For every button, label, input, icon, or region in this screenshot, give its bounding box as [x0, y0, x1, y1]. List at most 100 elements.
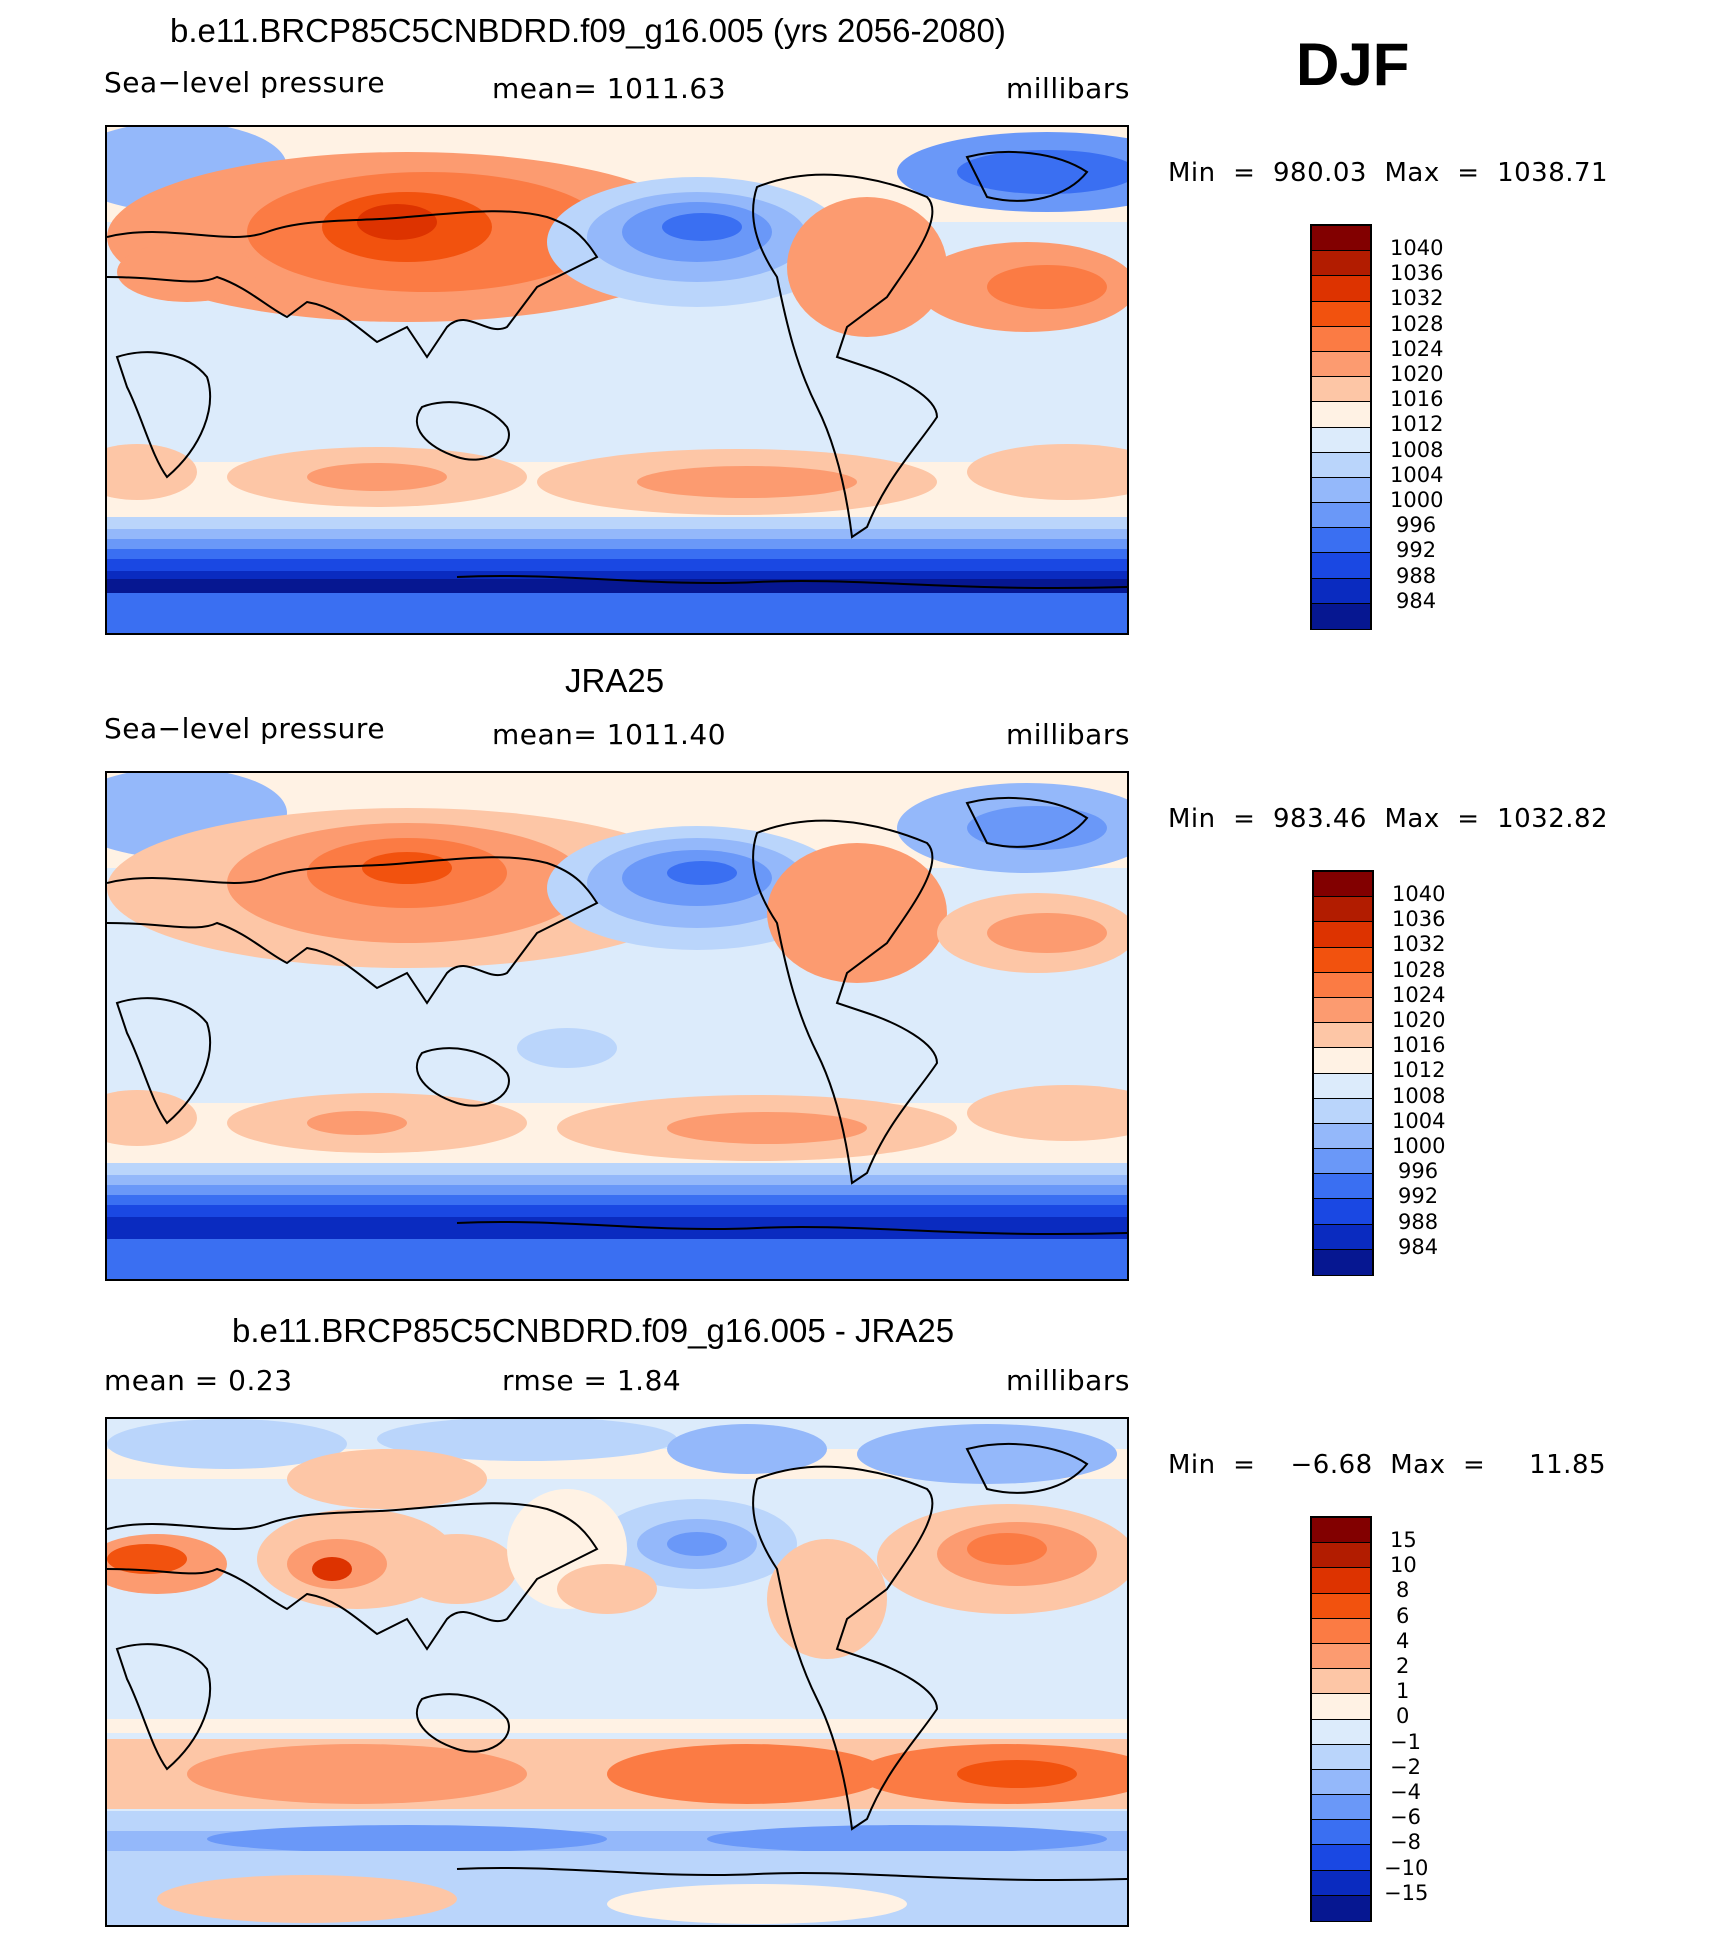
panel-1-colorbar-box — [1312, 578, 1370, 604]
colorbar-label: 1016 — [1390, 387, 1444, 411]
panel-3-colorbar-box — [1312, 1744, 1370, 1770]
colorbar-label: −4 — [1390, 1780, 1421, 1804]
panel-2-colorbar-box — [1314, 947, 1372, 973]
panel-2-colorbar-box — [1314, 1224, 1372, 1250]
panel-3-mean-label: mean = 0.23 — [104, 1364, 293, 1397]
colorbar-label: 984 — [1396, 589, 1437, 613]
colorbar-label: 1012 — [1390, 412, 1444, 436]
panel-3-colorbar-box — [1312, 1618, 1370, 1644]
colorbar-label: 1036 — [1390, 261, 1444, 285]
panel-1-colorbar-box — [1312, 452, 1370, 478]
panel-2-colorbar-box — [1314, 1073, 1372, 1099]
panel-3-title: b.e11.BRCP85C5CNBDRD.f09_g16.005 - JRA25 — [232, 1312, 955, 1349]
colorbar-label: 1040 — [1392, 882, 1446, 906]
panel-3-rmse-label: rmse = 1.84 — [502, 1364, 682, 1397]
colorbar-label: 984 — [1398, 1235, 1439, 1259]
panel-3-colorbar-box — [1312, 1895, 1370, 1921]
panel-1-colorbar-box — [1312, 326, 1370, 352]
colorbar-label: 1008 — [1392, 1084, 1446, 1108]
colorbar-label: 10 — [1390, 1553, 1417, 1577]
colorbar-label: 1004 — [1390, 463, 1444, 487]
colorbar-label: −1 — [1390, 1730, 1421, 1754]
panel-3-colorbar-box — [1312, 1719, 1370, 1745]
colorbar-label: 1028 — [1392, 958, 1446, 982]
panel-2-colorbar-box — [1314, 1249, 1372, 1275]
panel-2-colorbar-box — [1314, 1023, 1372, 1049]
panel-3-colorbar-box — [1312, 1870, 1370, 1896]
colorbar-label: 1000 — [1392, 1134, 1446, 1158]
panel-1-colorbar-box — [1312, 226, 1370, 252]
colorbar-label: 1032 — [1390, 286, 1444, 310]
panel-1-map — [105, 125, 1129, 635]
panel-1-colorbar-box — [1312, 351, 1370, 378]
panel-2-colorbar-box — [1314, 997, 1372, 1024]
panel-2-colorbar-box — [1314, 897, 1372, 923]
colorbar-label: 1004 — [1392, 1109, 1446, 1133]
panel-3-colorbar-box — [1312, 1568, 1370, 1594]
colorbar-label: −2 — [1390, 1755, 1421, 1779]
panel-2-colorbar — [1312, 870, 1374, 1276]
panel-3-positive-anomaly-south-pacific — [607, 1744, 887, 1804]
colorbar-label: 996 — [1396, 513, 1437, 537]
colorbar-label: −8 — [1390, 1830, 1421, 1854]
colorbar-label: 1020 — [1390, 362, 1444, 386]
panel-2-colorbar-box — [1314, 1149, 1372, 1175]
colorbar-label: 996 — [1398, 1159, 1439, 1183]
panel-1-coastlines — [107, 151, 1127, 590]
panel-2-coastlines — [107, 797, 1127, 1236]
panel-3-colorbar-box — [1312, 1845, 1370, 1871]
panel-2-map — [105, 771, 1129, 1281]
panel-1-minmax: Min = 980.03 Max = 1038.71 — [1168, 158, 1609, 188]
panel-2-colorbar-box — [1314, 872, 1372, 898]
colorbar-label: 1012 — [1392, 1058, 1446, 1082]
panel-2-title: JRA25 — [565, 662, 665, 699]
colorbar-label: 6 — [1396, 1604, 1410, 1628]
panel-2-minmax: Min = 983.46 Max = 1032.82 — [1168, 804, 1609, 834]
colorbar-label: 1008 — [1390, 438, 1444, 462]
colorbar-label: 4 — [1396, 1629, 1410, 1653]
season-label: DJF — [1296, 31, 1410, 98]
panel-3-colorbar-box — [1312, 1795, 1370, 1821]
panel-1-units: millibars — [1006, 72, 1130, 105]
panel-2-mean-label: mean= 1011.40 — [492, 718, 727, 751]
panel-1-colorbar-box — [1312, 503, 1370, 529]
colorbar-label: 1 — [1396, 1679, 1410, 1703]
colorbar-label: 988 — [1396, 564, 1437, 588]
colorbar-label: 8 — [1396, 1578, 1410, 1602]
colorbar-label: 2 — [1396, 1654, 1410, 1678]
panel-1-colorbar-box — [1312, 276, 1370, 302]
panel-1-colorbar-box — [1312, 553, 1370, 579]
panel-1-colorbar-box — [1312, 427, 1370, 453]
panel-1-colorbar-box — [1312, 402, 1370, 428]
panel-1-colorbar-box — [1312, 301, 1370, 327]
colorbar-label: 992 — [1398, 1184, 1439, 1208]
colorbar-label: 988 — [1398, 1210, 1439, 1234]
colorbar-label: −6 — [1390, 1805, 1421, 1829]
panel-3-colorbar-box — [1312, 1769, 1370, 1796]
panel-1-title: b.e11.BRCP85C5CNBDRD.f09_g16.005 (yrs 20… — [170, 12, 1006, 49]
colorbar-label: 1020 — [1392, 1008, 1446, 1032]
colorbar-label: 1040 — [1390, 236, 1444, 260]
colorbar-label: 1036 — [1392, 907, 1446, 931]
colorbar-label: 1016 — [1392, 1033, 1446, 1057]
colorbar-label: 1024 — [1392, 983, 1446, 1007]
panel-2-colorbar-box — [1314, 1048, 1372, 1074]
panel-2-colorbar-box — [1314, 1199, 1372, 1225]
panel-2-variable-label: Sea−level pressure — [104, 712, 386, 745]
panel-3-colorbar-box — [1312, 1543, 1370, 1569]
panel-1-variable-label: Sea−level pressure — [104, 66, 386, 99]
panel-3-units: millibars — [1006, 1364, 1130, 1397]
panel-3-colorbar-box — [1312, 1820, 1370, 1846]
colorbar-label: 0 — [1396, 1704, 1410, 1728]
colorbar-label: 1000 — [1390, 488, 1444, 512]
panel-1-colorbar-box — [1312, 477, 1370, 504]
panel-1-colorbar-box — [1312, 377, 1370, 403]
panel-3-map — [105, 1417, 1129, 1927]
panel-3-colorbar-box — [1312, 1593, 1370, 1619]
panel-3-coastlines — [107, 1443, 1127, 1882]
colorbar-label: 1024 — [1390, 337, 1444, 361]
panel-1-colorbar-box — [1312, 251, 1370, 277]
panel-1-mean-label: mean= 1011.63 — [492, 72, 727, 105]
colorbar-label: 992 — [1396, 538, 1437, 562]
panel-2-colorbar-box — [1314, 922, 1372, 948]
